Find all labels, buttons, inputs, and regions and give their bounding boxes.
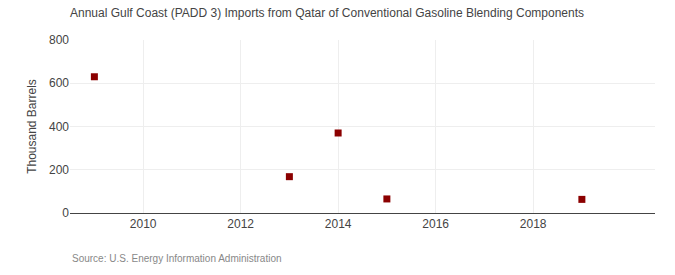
svg-text:Annual Gulf Coast (PADD 3) Imp: Annual Gulf Coast (PADD 3) Imports from …	[70, 6, 584, 20]
svg-text:2014: 2014	[325, 217, 352, 231]
svg-text:600: 600	[49, 76, 69, 90]
svg-text:2018: 2018	[520, 217, 547, 231]
svg-text:2016: 2016	[422, 217, 449, 231]
svg-text:800: 800	[49, 33, 69, 47]
svg-text:400: 400	[49, 120, 69, 134]
svg-text:0: 0	[62, 206, 69, 220]
svg-text:Thousand Barrels: Thousand Barrels	[25, 79, 39, 174]
svg-text:Source: U.S. Energy Informatio: Source: U.S. Energy Information Administ…	[72, 253, 282, 264]
svg-text:2012: 2012	[227, 217, 254, 231]
svg-text:2010: 2010	[130, 217, 157, 231]
svg-text:200: 200	[49, 163, 69, 177]
